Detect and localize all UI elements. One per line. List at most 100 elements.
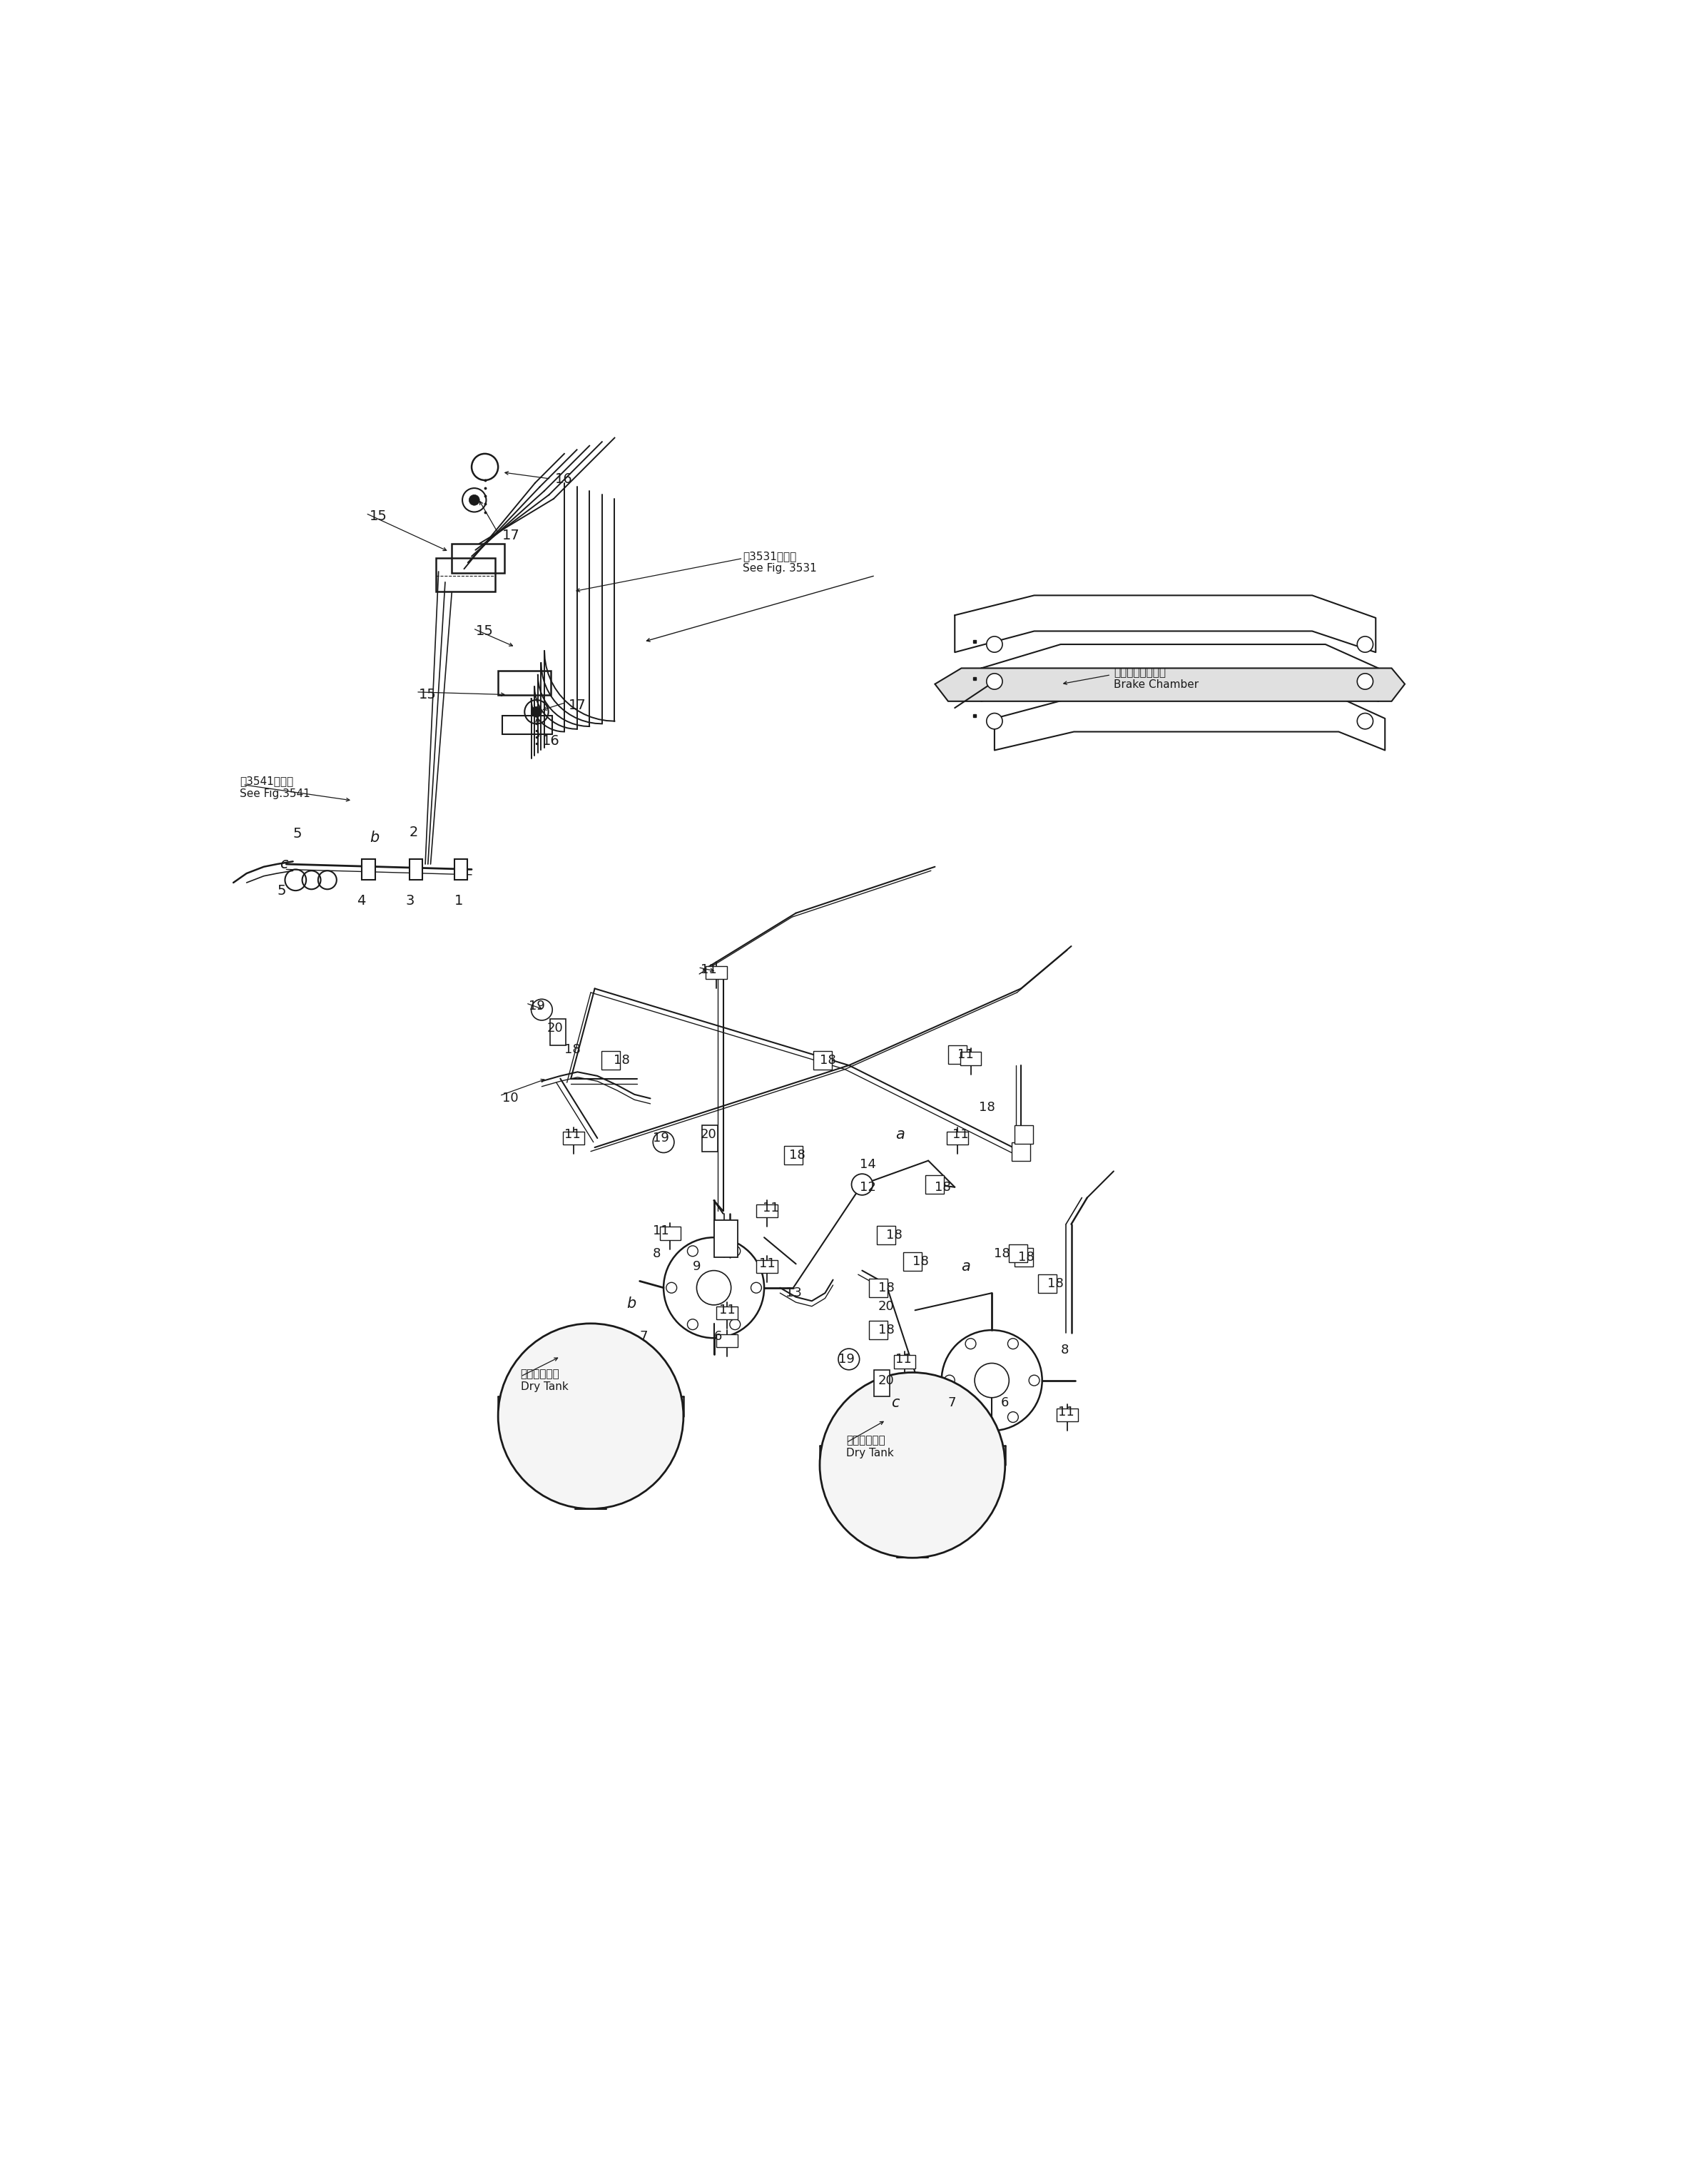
Text: ドライタンク
Dry Tank: ドライタンク Dry Tank bbox=[845, 1436, 893, 1457]
Text: 第3531図参照
See Fig. 3531: 第3531図参照 See Fig. 3531 bbox=[743, 551, 816, 573]
Text: 18: 18 bbox=[878, 1323, 895, 1336]
Text: 8: 8 bbox=[1061, 1343, 1069, 1356]
Text: 5: 5 bbox=[294, 826, 302, 841]
Text: 16: 16 bbox=[555, 471, 572, 486]
Circle shape bbox=[839, 1349, 859, 1371]
Text: 6: 6 bbox=[714, 1330, 722, 1343]
Text: 7: 7 bbox=[640, 1330, 647, 1343]
Bar bbox=[784, 1146, 803, 1165]
Text: 11: 11 bbox=[700, 964, 717, 977]
Text: 15: 15 bbox=[418, 688, 437, 700]
Bar bbox=[948, 1046, 967, 1064]
Text: 18: 18 bbox=[1047, 1278, 1064, 1291]
Text: 8: 8 bbox=[652, 1247, 661, 1260]
Text: 11: 11 bbox=[652, 1224, 670, 1237]
Circle shape bbox=[987, 636, 1003, 653]
Text: 16: 16 bbox=[541, 735, 560, 748]
Text: 20: 20 bbox=[547, 1023, 564, 1036]
Text: 18: 18 bbox=[934, 1180, 951, 1193]
Bar bbox=[502, 716, 552, 735]
Circle shape bbox=[965, 1412, 975, 1423]
Bar bbox=[499, 670, 552, 694]
Text: 7: 7 bbox=[948, 1397, 956, 1410]
Text: 4: 4 bbox=[357, 895, 366, 908]
Circle shape bbox=[697, 1271, 731, 1306]
Circle shape bbox=[729, 1319, 740, 1330]
Circle shape bbox=[499, 1323, 683, 1509]
Text: a: a bbox=[895, 1126, 904, 1142]
Bar bbox=[362, 858, 376, 880]
Bar bbox=[705, 966, 728, 979]
Bar bbox=[1057, 1407, 1078, 1420]
Text: 5: 5 bbox=[277, 884, 285, 897]
Bar bbox=[714, 1219, 738, 1258]
Text: 18: 18 bbox=[979, 1100, 994, 1113]
Bar bbox=[876, 1226, 895, 1243]
Bar bbox=[702, 1124, 717, 1152]
Bar bbox=[410, 858, 422, 880]
Text: 18: 18 bbox=[789, 1148, 806, 1161]
Text: 1: 1 bbox=[454, 895, 463, 908]
Text: 18: 18 bbox=[613, 1053, 630, 1066]
Text: 11: 11 bbox=[758, 1258, 775, 1271]
Bar bbox=[874, 1371, 890, 1397]
Text: c: c bbox=[892, 1397, 900, 1410]
Bar bbox=[757, 1260, 777, 1273]
Text: 17: 17 bbox=[502, 530, 519, 543]
Text: 6: 6 bbox=[1001, 1397, 1009, 1410]
Text: 18: 18 bbox=[1018, 1252, 1035, 1265]
Circle shape bbox=[729, 1245, 740, 1256]
Circle shape bbox=[666, 1282, 676, 1293]
Text: 12: 12 bbox=[859, 1180, 876, 1193]
Text: 15: 15 bbox=[475, 625, 494, 638]
Circle shape bbox=[987, 675, 1003, 690]
Bar bbox=[659, 1226, 681, 1241]
Text: b: b bbox=[627, 1297, 635, 1310]
Text: 19: 19 bbox=[652, 1131, 670, 1144]
Text: 第3541図参照
See Fig.3541: 第3541図参照 See Fig.3541 bbox=[239, 776, 311, 800]
Circle shape bbox=[852, 1174, 873, 1196]
Bar bbox=[904, 1252, 922, 1271]
Bar bbox=[893, 1356, 915, 1369]
Text: 2: 2 bbox=[410, 826, 418, 839]
Text: 20: 20 bbox=[700, 1129, 717, 1142]
Circle shape bbox=[1008, 1412, 1018, 1423]
Bar bbox=[436, 558, 495, 592]
Circle shape bbox=[1358, 713, 1373, 729]
Bar bbox=[757, 1204, 777, 1217]
Circle shape bbox=[652, 1131, 675, 1152]
Text: 10: 10 bbox=[502, 1092, 518, 1105]
Bar bbox=[1015, 1247, 1033, 1267]
Text: 11: 11 bbox=[895, 1353, 912, 1366]
Text: 19: 19 bbox=[528, 999, 545, 1012]
Bar bbox=[869, 1321, 886, 1340]
Circle shape bbox=[531, 999, 552, 1020]
Text: 18: 18 bbox=[886, 1228, 902, 1241]
Bar bbox=[454, 858, 468, 880]
Polygon shape bbox=[934, 668, 1404, 700]
Circle shape bbox=[687, 1245, 699, 1256]
Text: 20: 20 bbox=[878, 1299, 895, 1312]
Bar bbox=[717, 1306, 738, 1319]
Text: 11: 11 bbox=[719, 1304, 736, 1317]
Circle shape bbox=[820, 1373, 1004, 1559]
Text: 15: 15 bbox=[369, 510, 388, 523]
Bar bbox=[813, 1051, 832, 1070]
Text: 13: 13 bbox=[786, 1286, 801, 1299]
Text: 11: 11 bbox=[564, 1129, 581, 1142]
Text: 18: 18 bbox=[912, 1254, 929, 1267]
Bar bbox=[926, 1176, 945, 1193]
Circle shape bbox=[1028, 1375, 1040, 1386]
Circle shape bbox=[975, 1364, 1009, 1397]
Text: 18: 18 bbox=[994, 1247, 1011, 1260]
Text: ドライタンク
Dry Tank: ドライタンク Dry Tank bbox=[521, 1369, 569, 1392]
Circle shape bbox=[965, 1338, 975, 1349]
Circle shape bbox=[1008, 1338, 1018, 1349]
Text: 11: 11 bbox=[958, 1049, 974, 1062]
Bar bbox=[869, 1278, 886, 1297]
Bar bbox=[1038, 1276, 1057, 1293]
Bar bbox=[550, 1018, 565, 1046]
Text: 19: 19 bbox=[839, 1353, 854, 1366]
Circle shape bbox=[987, 713, 1003, 729]
Text: 18: 18 bbox=[878, 1282, 895, 1295]
